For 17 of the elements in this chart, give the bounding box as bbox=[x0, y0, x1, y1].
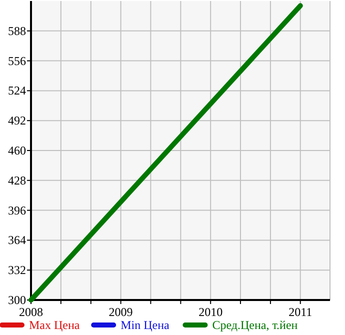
y-tick-label: 332 bbox=[8, 263, 26, 278]
y-tick-label: 556 bbox=[8, 54, 26, 68]
y-tick-label: 428 bbox=[8, 173, 26, 188]
y-tick-label: 588 bbox=[8, 24, 26, 38]
y-tick-label: 492 bbox=[8, 114, 26, 128]
legend-label: Min Цена bbox=[120, 318, 170, 332]
x-tick-label: 2011 bbox=[288, 305, 312, 319]
y-tick-label: 460 bbox=[8, 144, 26, 158]
legend-label: Сред.Цена, т.йен bbox=[212, 318, 298, 332]
y-tick-label: 300 bbox=[8, 293, 26, 307]
x-tick-label: 2009 bbox=[108, 305, 133, 319]
x-tick-label: 2010 bbox=[198, 305, 223, 319]
x-tick-label: 2008 bbox=[19, 305, 43, 319]
y-tick-label: 524 bbox=[8, 84, 26, 98]
y-tick-label: 396 bbox=[8, 203, 26, 218]
legend-label: Max Цена bbox=[29, 318, 80, 332]
y-tick-label: 364 bbox=[8, 233, 26, 248]
